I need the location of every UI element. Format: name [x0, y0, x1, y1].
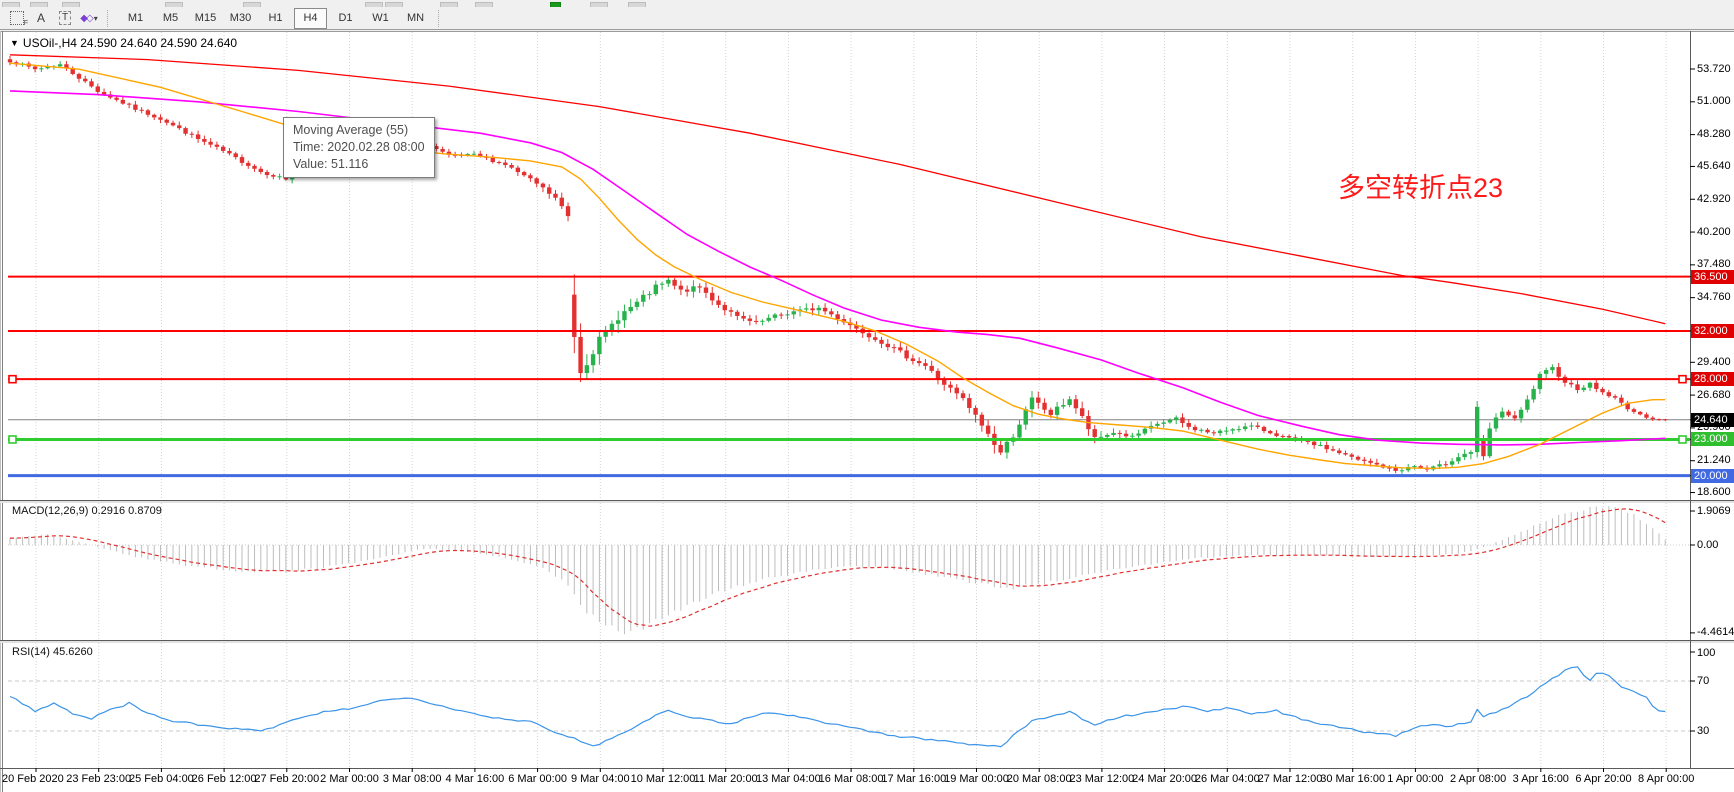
- toolbar-separator: [438, 9, 444, 27]
- tooltip-title: Moving Average (55): [293, 123, 409, 137]
- time-label-7: 3 Mar 08:00: [382, 773, 442, 785]
- macd-tick-1.9069: 1.9069: [1697, 505, 1731, 517]
- price-badge-28.000: 28.000: [1691, 372, 1734, 387]
- time-label-6: 2 Mar 00:00: [320, 773, 379, 785]
- timeframe-button-D1[interactable]: D1: [338, 12, 353, 24]
- timeframe-button-H1[interactable]: H1: [268, 12, 283, 24]
- price-tick-45.640: 45.640: [1697, 159, 1731, 172]
- time-label-18: 23 Mar 12:00: [1069, 773, 1135, 785]
- tooltip-time: Time: 2020.02.28 08:00: [293, 140, 425, 154]
- toolbar: F A T ◆◇ ▾ M1 M5 M15 M30 H1 H4 D1 W1 MN: [0, 7, 1734, 30]
- price-tick-53.720: 53.720: [1697, 62, 1731, 75]
- crosshair-grid-button[interactable]: F: [6, 9, 28, 28]
- annotation-text[interactable]: 多空转折点23: [1338, 173, 1504, 203]
- time-label-23: 1 Apr 00:00: [1387, 773, 1444, 785]
- time-label-14: 16 Mar 08:00: [818, 773, 884, 785]
- shapes-dropdown-icon: ◆◇: [80, 12, 93, 24]
- price-badge-23.000: 23.000: [1691, 432, 1734, 447]
- timeframe-button-M5[interactable]: M5: [162, 12, 179, 24]
- chart-title: ▼ USOil-,H4 24.590 24.640 24.590 24.640: [10, 36, 237, 50]
- time-label-11: 10 Mar 12:00: [630, 773, 696, 785]
- rsi-tick-100: 100: [1697, 647, 1716, 659]
- timeframe-button-M1[interactable]: M1: [127, 12, 144, 24]
- time-label-25: 3 Apr 16:00: [1512, 773, 1569, 785]
- time-label-27: 8 Apr 00:00: [1638, 773, 1695, 785]
- time-label-8: 4 Mar 16:00: [445, 773, 505, 785]
- text-label-icon: A: [36, 11, 45, 25]
- candlestick-series: [7, 56, 1668, 474]
- shapes-dropdown-button[interactable]: ◆◇ ▾: [78, 9, 100, 28]
- timeframe-button-M30[interactable]: M30: [229, 12, 252, 24]
- timeframe-button-W1[interactable]: W1: [372, 12, 389, 24]
- price-tick-42.920: 42.920: [1697, 192, 1731, 205]
- price-tick-29.400: 29.400: [1697, 355, 1731, 368]
- chevron-down-icon: ▾: [93, 13, 98, 23]
- timeframe-button-H4[interactable]: H4: [294, 7, 327, 29]
- time-label-15: 17 Mar 16:00: [881, 773, 947, 785]
- timeframe-button-M15[interactable]: M15: [194, 12, 217, 24]
- pane-separator-macd-rsi[interactable]: [0, 640, 1734, 641]
- macd-label: MACD(12,26,9) 0.2916 0.8709: [12, 505, 162, 517]
- time-label-5: 27 Feb 20:00: [254, 773, 320, 785]
- price-badge-32.000: 32.000: [1691, 323, 1734, 338]
- time-label-3: 25 Feb 04:00: [128, 773, 194, 785]
- price-badge-20.000: 20.000: [1691, 468, 1734, 483]
- time-label-9: 6 Mar 00:00: [508, 773, 567, 785]
- rsi-line: [9, 666, 1666, 748]
- timeframe-button-MN[interactable]: MN: [406, 12, 425, 24]
- hline-handle-23-right[interactable]: [1678, 435, 1687, 444]
- hline-handle-28-left[interactable]: [8, 374, 17, 384]
- macd-signal-line: [10, 508, 1666, 627]
- text-label-button[interactable]: A: [30, 9, 52, 28]
- time-label-26: 6 Apr 20:00: [1575, 773, 1632, 785]
- price-badge-36.500: 36.500: [1691, 269, 1734, 284]
- time-label-24: 2 Apr 08:00: [1449, 773, 1507, 785]
- macd-tick--4.4614: -4.4614: [1697, 626, 1734, 639]
- tooltip-value: Value: 51.116: [293, 157, 369, 171]
- time-label-10: 9 Mar 04:00: [570, 773, 630, 785]
- price-tick-34.760: 34.760: [1697, 291, 1731, 304]
- crosshair-grid-label: F: [23, 20, 28, 27]
- pane-separator-main-macd[interactable]: [0, 500, 1734, 501]
- macd-histogram: [9, 506, 1666, 635]
- time-label-21: 27 Mar 12:00: [1257, 773, 1323, 785]
- toolbar-separator: [107, 9, 113, 27]
- time-label-17: 20 Mar 08:00: [1006, 773, 1072, 785]
- chart-title-text: USOil-,H4 24.590 24.640 24.590 24.640: [22, 36, 238, 50]
- price-tick-40.200: 40.200: [1697, 225, 1731, 238]
- time-label-1: 20 Feb 2020: [2, 773, 64, 785]
- macd-tick-0.00: 0.00: [1697, 538, 1719, 551]
- chart-window-background: [0, 31, 1734, 792]
- text-box-icon: T: [58, 11, 72, 25]
- price-tick-21.240: 21.240: [1697, 454, 1731, 467]
- price-tick-18.600: 18.600: [1697, 486, 1731, 499]
- ma_slow-line: [9, 54, 1666, 325]
- rsi-tick-30: 30: [1697, 724, 1710, 737]
- text-box-button[interactable]: T: [54, 9, 76, 28]
- time-label-4: 26 Feb 12:00: [191, 773, 257, 785]
- time-label-13: 13 Mar 04:00: [755, 773, 821, 785]
- time-label-19: 24 Mar 20:00: [1132, 773, 1197, 785]
- ma_mid-line: [9, 90, 1666, 446]
- rsi-label: RSI(14) 45.6260: [12, 646, 93, 658]
- rsi-tick-70: 70: [1697, 674, 1710, 687]
- price-tick-48.280: 48.280: [1697, 128, 1731, 141]
- crosshair-grid-icon: F: [10, 11, 28, 27]
- time-label-22: 30 Mar 16:00: [1320, 773, 1386, 785]
- time-label-12: 11 Mar 20:00: [693, 773, 758, 785]
- indicator-tooltip: Moving Average (55) Time: 2020.02.28 08:…: [283, 117, 435, 178]
- price-badge-24.640: 24.640: [1691, 412, 1734, 427]
- price-tick-26.680: 26.680: [1697, 388, 1731, 401]
- price-tick-37.480: 37.480: [1697, 258, 1731, 271]
- time-label-2: 23 Feb 23:00: [66, 773, 132, 785]
- price-tick-51.000: 51.000: [1697, 95, 1731, 108]
- time-label-20: 26 Mar 04:00: [1194, 773, 1260, 785]
- chart-title-collapse-icon[interactable]: ▼: [10, 38, 19, 48]
- clipped-toolbar-row: [0, 0, 1734, 7]
- time-label-16: 19 Mar 00:00: [944, 773, 1009, 785]
- ma_fast-line: [9, 62, 1666, 470]
- hline-handle-23-left[interactable]: [8, 435, 17, 444]
- hline-handle-28-right[interactable]: [1678, 374, 1687, 384]
